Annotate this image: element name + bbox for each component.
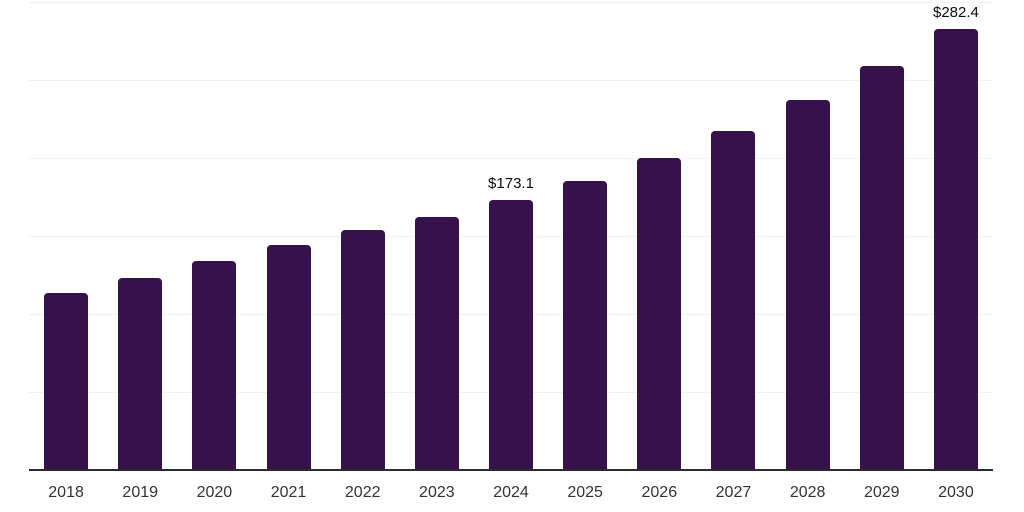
gridline: [29, 80, 993, 81]
x-axis-label-2026: 2026: [641, 484, 678, 501]
x-axis-label-2028: 2028: [789, 484, 826, 501]
data-label-2030: $282.4: [932, 4, 979, 22]
bar-2024: [489, 199, 533, 469]
bar-2026: [637, 157, 682, 469]
gridline: [29, 158, 993, 159]
bar-2021: [266, 245, 311, 469]
bar-2029: [859, 65, 904, 469]
bar-2023: [414, 217, 459, 469]
x-axis-label-2029: 2029: [863, 484, 900, 501]
data-label-2024: $173.1: [488, 174, 534, 192]
x-axis-label-2021: 2021: [270, 484, 307, 501]
x-axis-label-2030: 2030: [938, 484, 974, 501]
x-axis-label-2022: 2022: [344, 484, 381, 501]
x-axis-label-2025: 2025: [567, 484, 603, 501]
bar-2019: [118, 277, 163, 469]
x-axis-label-2020: 2020: [196, 484, 233, 501]
bar-2018: [44, 293, 89, 469]
gridline: [29, 2, 993, 3]
x-axis-line: [29, 469, 993, 471]
bar-2022: [340, 230, 385, 469]
x-axis-label-2027: 2027: [715, 484, 752, 501]
x-axis-label-2019: 2019: [122, 484, 159, 501]
bar-2020: [192, 260, 237, 469]
x-axis-label-2024: 2024: [493, 484, 529, 501]
x-axis-label-2018: 2018: [48, 484, 84, 501]
bar-2025: [563, 180, 608, 469]
bar-2028: [785, 100, 830, 469]
bar-2027: [711, 131, 756, 469]
x-axis-label-2023: 2023: [419, 484, 455, 501]
bar-2030: [933, 29, 978, 469]
